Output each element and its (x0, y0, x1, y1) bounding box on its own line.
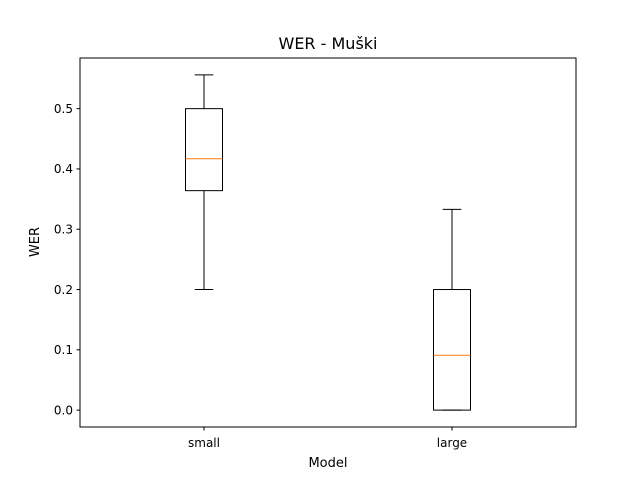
box-iqr (433, 289, 471, 411)
y-tick-label: 0.3 (54, 223, 73, 237)
box-iqr (185, 108, 223, 192)
y-axis-label: WER (28, 227, 43, 257)
x-tick-label-large: large (437, 436, 467, 450)
x-axis-label: Model (308, 456, 347, 471)
y-axis: 0.0 0.1 0.2 0.3 0.4 0.5 (54, 102, 80, 417)
box-small (185, 74, 223, 291)
y-tick-label: 0.1 (54, 343, 73, 357)
y-tick-label: 0.4 (54, 162, 73, 176)
y-tick-label: 0.0 (54, 403, 73, 417)
box-large (433, 208, 471, 411)
x-axis: small large (188, 427, 467, 450)
box-series (185, 74, 471, 411)
x-tick-label-small: small (188, 436, 220, 450)
y-tick-label: 0.5 (54, 102, 73, 116)
y-tick-label: 0.2 (54, 283, 73, 297)
chart-title: WER - Muški (279, 34, 378, 53)
plot-area-frame (79, 57, 577, 428)
